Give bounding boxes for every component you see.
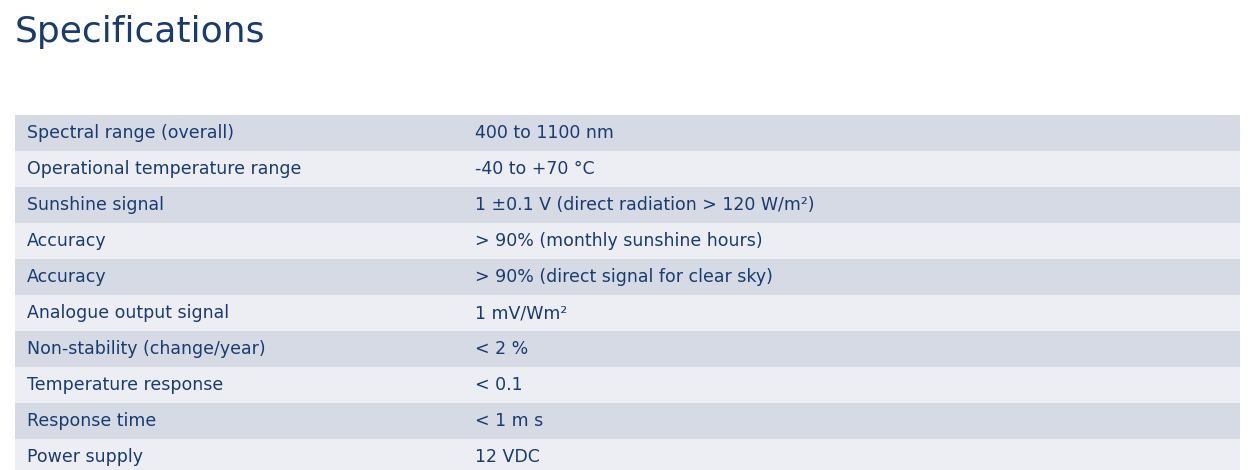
Text: < 2 %: < 2 % (474, 340, 528, 358)
Bar (15, 295, 1240, 331)
Bar (15, 187, 1240, 223)
Text: 1 ±0.1 V (direct radiation > 120 W/m²): 1 ±0.1 V (direct radiation > 120 W/m²) (474, 196, 814, 214)
Text: -40 to +70 °C: -40 to +70 °C (474, 160, 595, 178)
Text: Sunshine signal: Sunshine signal (28, 196, 164, 214)
Text: Response time: Response time (28, 412, 157, 430)
Bar (15, 331, 1240, 367)
Text: Accuracy: Accuracy (28, 268, 107, 286)
Bar (15, 403, 1240, 439)
Text: < 0.1: < 0.1 (474, 376, 522, 394)
Bar (15, 115, 1240, 151)
Text: < 1 m s: < 1 m s (474, 412, 543, 430)
Text: 1 mV/Wm²: 1 mV/Wm² (474, 304, 567, 322)
Bar (15, 259, 1240, 295)
Text: > 90% (direct signal for clear sky): > 90% (direct signal for clear sky) (474, 268, 773, 286)
Text: Analogue output signal: Analogue output signal (28, 304, 230, 322)
Bar (15, 223, 1240, 259)
Text: Operational temperature range: Operational temperature range (28, 160, 301, 178)
Text: 400 to 1100 nm: 400 to 1100 nm (474, 124, 614, 142)
Text: Spectral range (overall): Spectral range (overall) (28, 124, 233, 142)
Text: > 90% (monthly sunshine hours): > 90% (monthly sunshine hours) (474, 232, 763, 250)
Text: Temperature response: Temperature response (28, 376, 223, 394)
Bar (15, 439, 1240, 470)
Text: Non-stability (change/year): Non-stability (change/year) (28, 340, 266, 358)
Text: Accuracy: Accuracy (28, 232, 107, 250)
Text: 12 VDC: 12 VDC (474, 448, 540, 466)
Text: Power supply: Power supply (28, 448, 143, 466)
Bar (15, 367, 1240, 403)
Bar (15, 151, 1240, 187)
Text: Specifications: Specifications (15, 15, 266, 49)
